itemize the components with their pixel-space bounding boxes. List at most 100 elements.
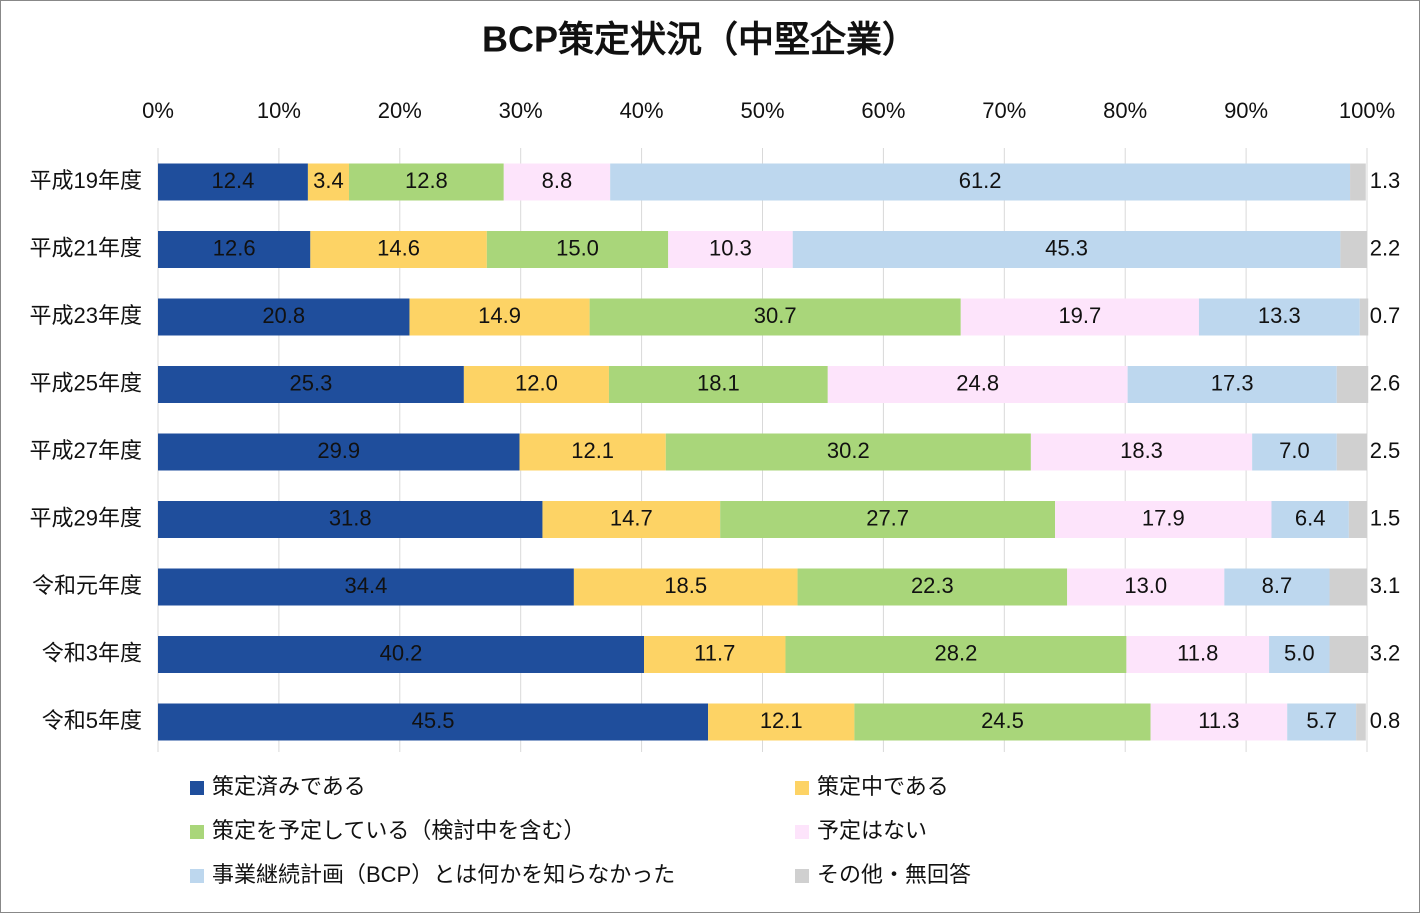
data-label: 0.7 [1370, 303, 1401, 328]
legend-label: 策定を予定している（検討中を含む） [212, 818, 585, 843]
data-label: 45.3 [1045, 235, 1088, 260]
bar-segment [792, 231, 1341, 268]
y-tick-label: 令和元年度 [32, 573, 142, 598]
data-label: 22.3 [911, 573, 954, 598]
data-label: 19.7 [1058, 303, 1101, 328]
legend-label: 策定済みである [212, 774, 366, 799]
bar-segment [1350, 163, 1366, 201]
bar-segment [854, 703, 1151, 741]
y-tick-label: 平成25年度 [30, 370, 142, 395]
bar-segment [665, 433, 1031, 471]
bar-segment [610, 163, 1351, 201]
bar-segment [409, 298, 590, 336]
data-label: 8.7 [1262, 573, 1293, 598]
bar-segment [1336, 433, 1367, 471]
data-label: 11.3 [1198, 708, 1239, 733]
data-label: 2.2 [1370, 235, 1401, 260]
x-tick-label: 50% [740, 98, 784, 123]
legend-swatch [190, 869, 204, 883]
bar-segment [589, 298, 961, 336]
bar-segment [519, 433, 666, 471]
data-label: 28.2 [935, 640, 978, 665]
bar-segment [158, 433, 520, 471]
bar-segment [463, 366, 609, 403]
data-label: 12.6 [213, 235, 256, 260]
y-tick-label: 平成19年度 [30, 168, 142, 193]
bar-segment [486, 231, 669, 268]
x-tick-label: 20% [378, 98, 422, 123]
x-tick-label: 100% [1339, 98, 1395, 123]
bar-segment [1340, 231, 1367, 268]
y-tick-label: 平成29年度 [30, 505, 142, 530]
data-label: 30.7 [754, 303, 797, 328]
x-tick-label: 30% [499, 98, 543, 123]
bar-segment [1198, 298, 1360, 336]
data-label: 14.6 [377, 235, 420, 260]
legend-label: その他・無回答 [817, 862, 971, 887]
bar-segment [158, 163, 308, 201]
bar-segment [668, 231, 793, 268]
y-tick-label: 令和3年度 [42, 640, 142, 665]
bar-segment [1271, 501, 1349, 538]
x-tick-label: 90% [1224, 98, 1268, 123]
bar-segment [1329, 636, 1369, 673]
data-label: 7.0 [1279, 438, 1310, 463]
bar-segment [307, 163, 350, 201]
bar-segment [1356, 703, 1366, 741]
data-label: 27.7 [866, 505, 909, 530]
data-label: 17.9 [1142, 505, 1185, 530]
bar-segment [310, 231, 487, 268]
data-label: 45.5 [412, 708, 455, 733]
data-label: 12.0 [515, 370, 558, 395]
data-label: 13.3 [1258, 303, 1301, 328]
data-label: 8.8 [542, 168, 573, 193]
bar-segment [158, 568, 574, 606]
data-label: 61.2 [959, 168, 1002, 193]
data-label: 2.6 [1370, 370, 1401, 395]
bar-segment [573, 568, 798, 606]
data-label: 5.7 [1306, 708, 1337, 733]
data-label: 5.0 [1284, 640, 1315, 665]
data-label: 14.7 [610, 505, 653, 530]
chart-title: BCP策定状況（中堅企業） [482, 19, 918, 60]
legend-swatch [190, 825, 204, 839]
bar-segment [1269, 636, 1330, 673]
bar-segment [1055, 501, 1272, 538]
data-label: 18.1 [697, 370, 740, 395]
bar-segment [1127, 366, 1337, 403]
bar-segment [349, 163, 504, 201]
bar-segment [1348, 501, 1367, 538]
bar-segment [708, 703, 855, 741]
bar-segment [158, 703, 709, 741]
x-tick-label: 40% [620, 98, 664, 123]
data-label: 1.3 [1370, 168, 1401, 193]
bar-segment [1336, 366, 1369, 403]
data-label: 31.8 [329, 505, 372, 530]
bar-segment [1224, 568, 1330, 606]
bar-segment [158, 231, 311, 268]
data-label: 30.2 [827, 438, 870, 463]
data-label: 3.2 [1370, 640, 1401, 665]
data-label: 18.3 [1120, 438, 1163, 463]
bar-segment [797, 568, 1068, 606]
legend-swatch [795, 869, 809, 883]
bar-segment [158, 501, 543, 538]
x-tick-label: 60% [861, 98, 905, 123]
y-tick-label: 平成27年度 [30, 438, 142, 463]
data-label: 11.8 [1177, 640, 1218, 665]
data-label: 2.5 [1370, 438, 1401, 463]
y-tick-label: 平成23年度 [30, 303, 142, 328]
data-label: 17.3 [1211, 370, 1254, 395]
bar-segment [158, 636, 645, 673]
bar-segment [785, 636, 1127, 673]
data-label: 12.4 [212, 168, 255, 193]
data-label: 29.9 [317, 438, 360, 463]
bar-segment [503, 163, 611, 201]
bar-segment [720, 501, 1056, 538]
legend-label: 策定中である [817, 774, 949, 799]
y-tick-label: 令和5年度 [42, 708, 142, 733]
bar-segment [827, 366, 1128, 403]
legend-label: 事業継続計画（BCP）とは何かを知らなかった [212, 862, 675, 887]
bar-segment [158, 298, 410, 336]
legend-label: 予定はない [817, 818, 927, 843]
